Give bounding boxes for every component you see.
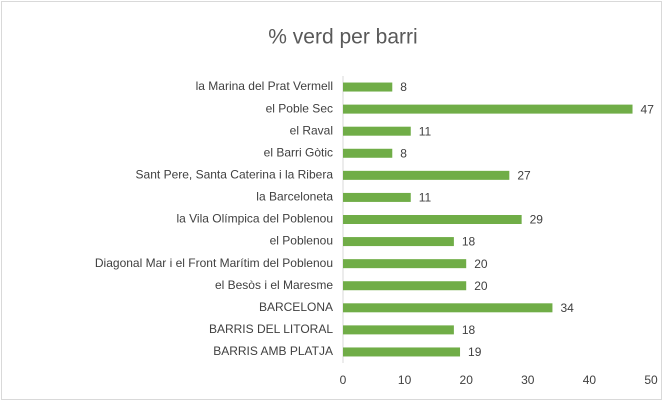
y-tick-label: el Barri Gòtic [264,145,333,159]
bar [343,82,393,92]
bar [343,259,467,269]
y-tick-label: el Poble Sec [266,101,333,115]
data-label: 11 [419,191,432,205]
data-label: 19 [468,345,482,359]
bar [343,126,411,136]
data-label: 20 [474,279,488,293]
y-tick-label: la Marina del Prat Vermell [196,79,333,93]
data-label: 11 [419,124,432,138]
data-label: 18 [462,235,476,249]
y-tick-label: Sant Pere, Santa Caterina i la Ribera [136,168,334,182]
x-tick-label: 30 [521,373,535,387]
bar [343,325,454,335]
y-tick-label: Diagonal Mar i el Front Marítim del Pobl… [95,256,333,270]
bar [343,281,467,291]
x-tick-label: 20 [460,373,474,387]
data-label: 47 [641,102,655,116]
data-label: 8 [400,80,407,94]
bar [343,237,454,247]
data-label: 18 [462,323,476,337]
y-tick-label: la Barceloneta [256,190,333,204]
bar [343,148,393,158]
bar [343,215,522,224]
x-tick-label: 50 [644,373,658,387]
y-tick-label: la Vila Olímpica del Poblenou [176,212,333,226]
data-label: 8 [400,146,407,160]
y-tick-label: el Besòs i el Maresme [215,278,333,292]
y-tick-label: el Raval [290,123,333,137]
x-tick-label: 0 [340,373,347,387]
bar [343,192,411,202]
x-tick-label: 10 [398,373,412,387]
y-tick-label: BARRIS AMB PLATJA [213,344,333,358]
data-label: 34 [560,301,574,315]
data-label: 29 [530,213,544,227]
data-label: 20 [474,257,488,271]
chart-title: % verd per barri [268,26,417,49]
data-label: 27 [517,169,531,183]
y-tick-label: BARRIS DEL LITORAL [209,322,333,336]
y-tick-label: BARCELONA [259,300,333,314]
y-tick-label: el Poblenou [270,234,333,248]
bar [343,170,510,180]
x-tick-label: 40 [583,373,597,387]
bar [343,303,553,313]
bar [343,104,633,114]
bar [343,347,461,357]
